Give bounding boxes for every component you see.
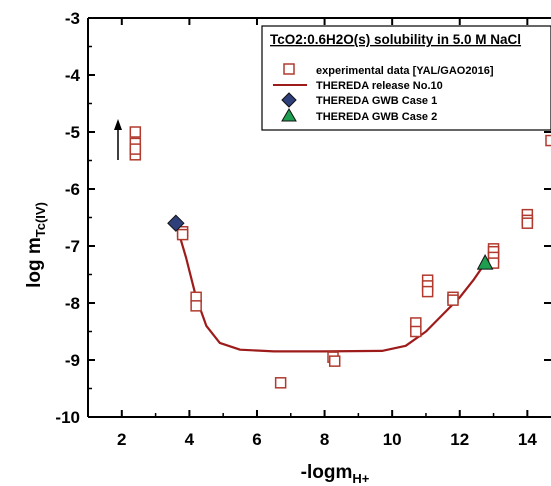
experimental-point: [129, 126, 142, 138]
case1-point: [167, 214, 185, 232]
y-axis-title: log mTc(IV): [24, 202, 48, 288]
experimental-point: [274, 377, 287, 389]
y-tick-label: -9: [65, 351, 80, 370]
y-tick-label: -10: [55, 408, 80, 427]
experimental-point: [421, 285, 434, 298]
case2-point: [476, 254, 494, 270]
thereda-release-line: [174, 222, 487, 353]
y-tick-label: -8: [65, 294, 80, 313]
y-tick-label: -7: [65, 237, 80, 256]
y-tick-label: -3: [65, 9, 80, 28]
x-tick-label: 6: [252, 430, 261, 449]
x-axis-title: -logmH+: [301, 462, 370, 486]
x-tick-label: 14: [518, 430, 537, 449]
x-tick-label: 10: [383, 430, 402, 449]
plot-area: [129, 126, 551, 389]
y-tick-label: -5: [65, 123, 80, 142]
experimental-point: [447, 294, 459, 306]
legend-label: THEREDA release No.10: [316, 80, 443, 92]
legend-label: THEREDA GWB Case 2: [316, 111, 437, 123]
y-tick-label: -6: [65, 180, 80, 199]
legend-box: [261, 25, 551, 131]
legend-title: TcO2:0.6H2O(s) solubility in 5.0 M NaCl: [270, 32, 521, 47]
x-tick-label: 2: [117, 430, 126, 449]
experimental-point: [129, 143, 142, 155]
y-tick-label: -4: [65, 66, 81, 85]
legend-marker-experimental: [283, 63, 295, 75]
experimental-point: [176, 228, 189, 241]
x-tick-label: 4: [185, 430, 195, 449]
legend-marker-case2: [281, 108, 297, 122]
experimental-point: [410, 325, 422, 338]
experimental-point: [545, 134, 551, 147]
up-arrow: [114, 119, 122, 160]
legend-label: experimental data [YAL/GAO2016]: [316, 65, 494, 77]
experimental-point: [328, 355, 341, 367]
ticks: -3 -4 -5 -6 -7 -8 -9 -10 2 4 6 8 10 12 14: [55, 9, 551, 449]
legend-marker-case1: [281, 92, 297, 108]
x-tick-label: 8: [320, 430, 329, 449]
legend: TcO2:0.6H2O(s) solubility in 5.0 M NaCl e…: [261, 25, 551, 131]
experimental-point: [190, 300, 202, 312]
arrow-head: [114, 119, 122, 130]
legend-label: THEREDA GWB Case 1: [316, 95, 437, 107]
experimental-point: [521, 217, 534, 229]
x-tick-label: 12: [450, 430, 469, 449]
